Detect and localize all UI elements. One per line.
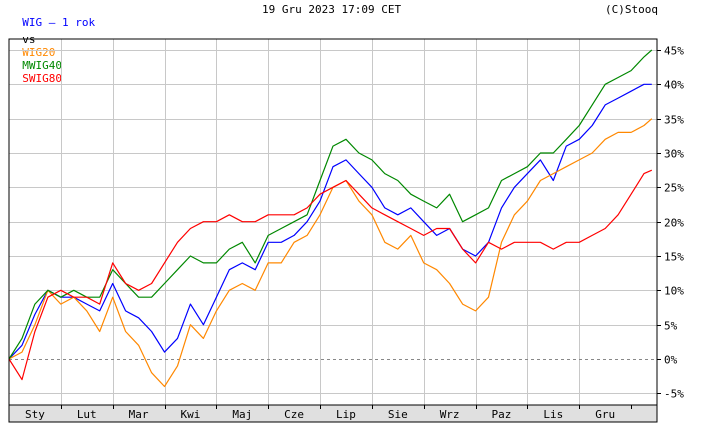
period-label: – 1 rok (42, 16, 96, 29)
x-tick-label: Lis (543, 408, 563, 421)
x-tick-label: Sie (388, 408, 408, 421)
y-tick-label: 35% (664, 114, 684, 127)
series-layer (8, 49, 653, 388)
y-tick-label: 5% (664, 320, 678, 333)
y-tick-label: 45% (664, 45, 684, 58)
legend-entry-mwig40: MWIG40 (22, 59, 62, 72)
y-tick-label: 20% (664, 217, 684, 230)
y-tick-label: 30% (664, 148, 684, 161)
comparison-legend: vs WIG20 MWIG40 SWIG80 (9, 20, 62, 85)
instrument-name: WIG (22, 16, 43, 29)
x-tick-label: Mar (129, 408, 149, 421)
series-line-mwig40 (8, 49, 653, 360)
x-tick-label: Paz (492, 408, 512, 421)
legend-entry-swig80: SWIG80 (22, 72, 62, 85)
x-tick-label: Sty (25, 408, 45, 421)
x-tick-layer: Sty Lut Mar Kwi Maj Cze Lip Sie Wrz Paz Lis Gru (25, 405, 632, 421)
y-tick-label: 15% (664, 251, 684, 264)
y-tick-label: 25% (664, 182, 684, 195)
x-tick-label: Lip (336, 408, 356, 421)
series-line-swig80 (8, 169, 653, 381)
x-tick-label: Kwi (181, 408, 201, 421)
series-line-wig (8, 83, 652, 360)
x-tick-label: Cze (284, 408, 304, 421)
x-tick-label: Wrz (440, 408, 460, 421)
y-tick-label: 10% (664, 285, 684, 298)
series-line-wig20 (8, 118, 653, 388)
chart-title: WIG – 1 rok (9, 3, 95, 29)
x-tick-label: Maj (232, 408, 252, 421)
x-axis-band (8, 404, 658, 423)
grid-layer (9, 39, 657, 405)
copyright-label: (C)Stooq (605, 3, 658, 16)
y-tick-label: -5% (664, 388, 684, 401)
datetime-stamp: 19 Gru 2023 17:09 CET (262, 3, 402, 16)
y-tick-label: 0% (664, 354, 678, 367)
x-tick-label: Gru (595, 408, 615, 421)
y-tick-label: 40% (664, 79, 684, 92)
x-tick-label: Lut (77, 408, 97, 421)
legend-entry-wig20: WIG20 (22, 46, 56, 59)
y-tick-layer: -5% 0% 5% 10% 15% 20% 25% 30% 35% 40% 45% (657, 45, 684, 401)
